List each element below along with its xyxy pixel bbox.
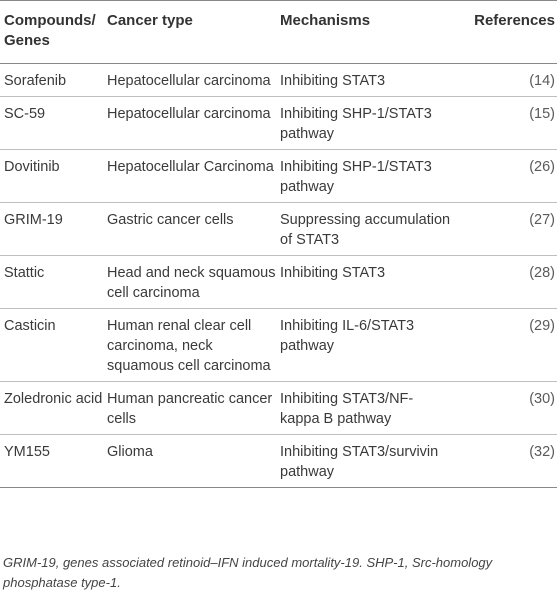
table-row: Sorafenib Hepatocellular carcinoma Inhib… — [0, 63, 557, 97]
header-references: References — [452, 0, 557, 64]
table-row: Casticin Human renal clear cell carcinom… — [0, 308, 557, 382]
cell-reference: (14) — [452, 63, 557, 97]
table-row: YM155 Glioma Inhibiting STAT3/survivin p… — [0, 434, 557, 488]
cell-reference: (29) — [452, 308, 557, 382]
cell-mechanism: Inhibiting IL-6/STAT3 pathway — [276, 308, 452, 382]
cell-reference: (26) — [452, 149, 557, 203]
cell-compound: YM155 — [0, 434, 103, 488]
table-body: Sorafenib Hepatocellular carcinoma Inhib… — [0, 63, 557, 488]
table-row: GRIM-19 Gastric cancer cells Suppressing… — [0, 202, 557, 256]
cell-mechanism: Suppressing accumulation of STAT3 — [276, 202, 452, 256]
table-footnote: GRIM-19, genes associated retinoid–IFN i… — [3, 555, 493, 590]
header-row: Compounds/ Genes Cancer type Mechanisms … — [0, 0, 557, 64]
table-row: Dovitinib Hepatocellular Carcinoma Inhib… — [0, 149, 557, 203]
compounds-table: Compounds/ Genes Cancer type Mechanisms … — [0, 0, 557, 488]
compounds-table-container: Compounds/ Genes Cancer type Mechanisms … — [0, 0, 557, 488]
cell-mechanism: Inhibiting STAT3 — [276, 63, 452, 97]
header-compound: Compounds/ Genes — [0, 0, 103, 64]
cell-reference: (30) — [452, 381, 557, 435]
cell-cancer-type: Hepatocellular carcinoma — [103, 63, 276, 97]
cell-reference: (28) — [452, 255, 557, 309]
header-cancer-type: Cancer type — [103, 0, 276, 64]
cell-mechanism: Inhibiting STAT3/NF-kappa B pathway — [276, 381, 452, 435]
cell-compound: Casticin — [0, 308, 103, 382]
cell-cancer-type: Human pancreatic cancer cells — [103, 381, 276, 435]
cell-mechanism: Inhibiting STAT3 — [276, 255, 452, 309]
cell-cancer-type: Hepatocellular carcinoma — [103, 96, 276, 150]
cell-reference: (27) — [452, 202, 557, 256]
table-row: Zoledronic acid Human pancreatic cancer … — [0, 381, 557, 435]
header-mechanisms: Mechanisms — [276, 0, 452, 64]
cell-compound: GRIM-19 — [0, 202, 103, 256]
cell-cancer-type: Hepatocellular Carcinoma — [103, 149, 276, 203]
cell-compound: Sorafenib — [0, 63, 103, 97]
cell-mechanism: Inhibiting SHP-1/STAT3 pathway — [276, 149, 452, 203]
cell-reference: (32) — [452, 434, 557, 488]
cell-mechanism: Inhibiting STAT3/survivin pathway — [276, 434, 452, 488]
cell-compound: Stattic — [0, 255, 103, 309]
cell-mechanism: Inhibiting SHP-1/STAT3 pathway — [276, 96, 452, 150]
cell-cancer-type: Head and neck squamous cell carcinoma — [103, 255, 276, 309]
table-row: SC-59 Hepatocellular carcinoma Inhibitin… — [0, 96, 557, 150]
table-header: Compounds/ Genes Cancer type Mechanisms … — [0, 0, 557, 64]
cell-compound: Zoledronic acid — [0, 381, 103, 435]
table-row: Stattic Head and neck squamous cell carc… — [0, 255, 557, 309]
cell-cancer-type: Human renal clear cell carcinoma, neck s… — [103, 308, 276, 382]
cell-compound: SC-59 — [0, 96, 103, 150]
cell-reference: (15) — [452, 96, 557, 150]
cell-compound: Dovitinib — [0, 149, 103, 203]
cell-cancer-type: Glioma — [103, 434, 276, 488]
cell-cancer-type: Gastric cancer cells — [103, 202, 276, 256]
